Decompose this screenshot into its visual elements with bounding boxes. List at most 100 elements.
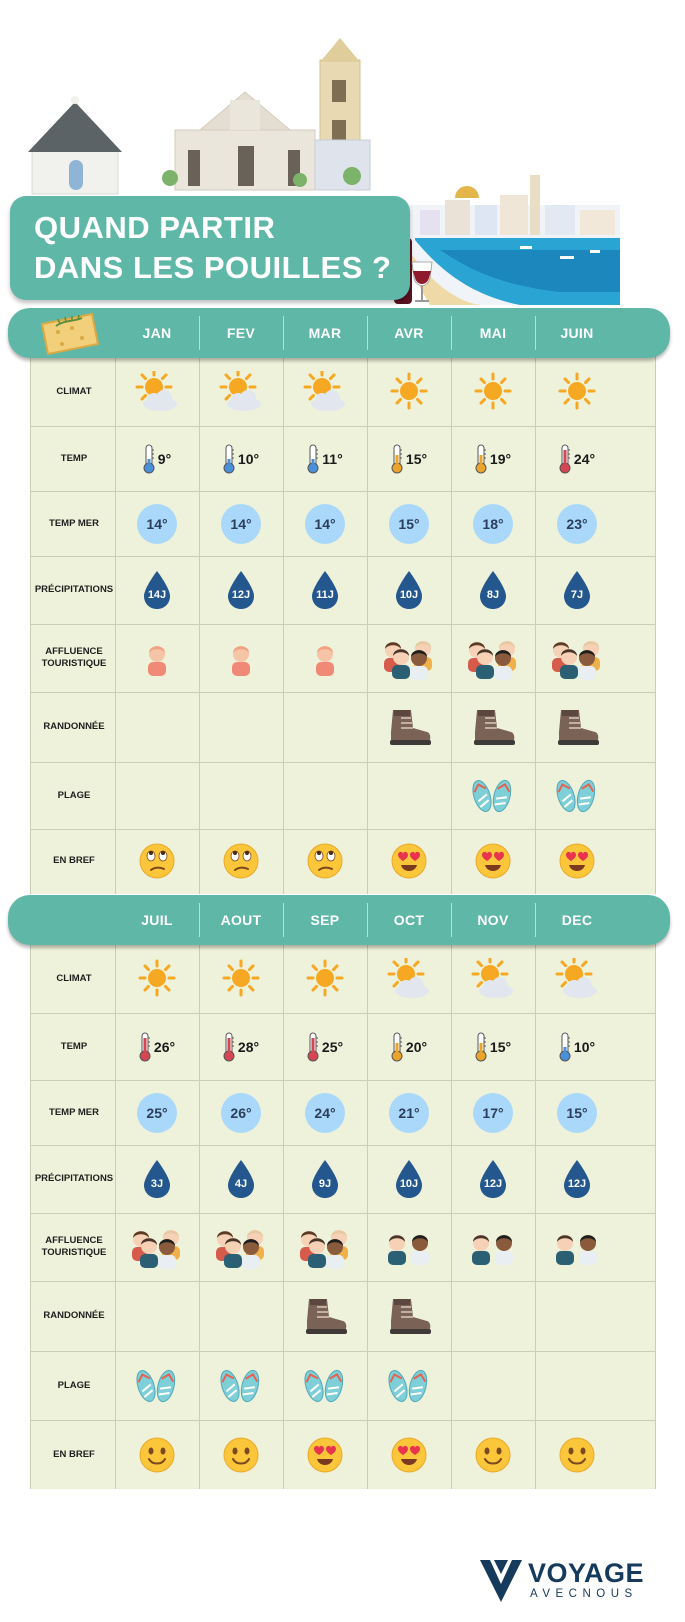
thermometer-icon [559,444,571,474]
precip-cell: 4J [199,1145,283,1213]
sea-cell: 14° [115,491,199,556]
grid-line [655,332,656,894]
temperature-value: 20° [405,1038,428,1055]
randonnee-cell [283,1281,367,1351]
row-label-plage: PLAGE [57,789,91,801]
thermometer-icon [391,444,403,474]
row-label-plage: PLAGE [57,1379,91,1391]
grid-line [30,332,31,894]
heart-eyes-emoji-icon [307,1437,343,1473]
thermometer-icon [475,444,487,474]
rain-days-value: 14J [147,589,167,601]
plage-cell [451,762,535,829]
sun-cloud-icon [302,371,348,413]
grid-line [367,919,368,1489]
climat-cell [451,358,535,426]
randonnee-cell [367,692,451,762]
bref-cell [451,829,535,892]
plage-cell [535,1351,619,1420]
affluence-cell [535,624,619,692]
smile-emoji-icon [223,1437,259,1473]
bref-cell [115,829,199,892]
plage-cell [115,1351,199,1420]
row-label-temp: TEMP [60,452,88,464]
temperature-value: 11° [322,450,343,467]
sea-temperature-badge: 14° [221,503,261,544]
row-label-climat: CLIMAT [56,973,92,984]
month-header-bar [8,308,670,358]
sun-cloud-icon [134,371,180,413]
sea-cell: 25° [115,1080,199,1145]
rain-days-value: 3J [150,1178,164,1190]
sea-temperature-badge: 15° [557,1092,597,1133]
grid-line [535,919,536,1489]
grid-line [199,919,200,1489]
temp-cell: 28° [199,1013,283,1080]
precip-cell: 10J [367,1145,451,1213]
randonnee-cell [115,692,199,762]
affluence-cell [367,624,451,692]
grid-line [367,332,368,894]
heart-eyes-emoji-icon [559,843,595,879]
precip-cell: 12J [535,1145,619,1213]
plage-cell [367,1351,451,1420]
row-label-sea: TEMP MER [49,1106,99,1118]
grid-line [451,919,452,1489]
flip-flops-icon [303,1364,347,1408]
month-divider [535,316,536,350]
temperature: 15° [391,444,427,474]
sea-cell: 18° [451,491,535,556]
smile-emoji-icon [139,1437,175,1473]
randonnee-cell [283,692,367,762]
bref-cell [283,829,367,892]
rain-drop-icon: 8J [477,569,509,611]
cathedral-icon [162,38,371,191]
puglia-scene-illustration [28,38,620,305]
grid-line [115,332,116,894]
rain-days-value: 7J [570,589,584,601]
tourist-crowd-icon [464,636,522,680]
climat-cell [283,945,367,1013]
flip-flops-icon [387,1364,431,1408]
title-banner: QUAND PARTIR DANS LES POUILLES ? [10,196,410,300]
sea-temperature-badge: 18° [473,503,513,544]
temperature: 9° [143,444,171,474]
tourist-crowd-icon [548,636,606,680]
rain-days-value: 12J [567,1178,587,1190]
row-separator [30,1351,655,1352]
row-label-precip: PRÉCIPITATIONS [34,584,114,595]
month-divider [367,903,368,937]
month-label-aout: AOUT [220,912,262,928]
randonnee-cell [535,1281,619,1351]
bref-cell [199,829,283,892]
temperature-value: 19° [489,450,512,467]
sea-cell: 17° [451,1080,535,1145]
heart-eyes-emoji-icon [475,843,511,879]
randonnee-cell [199,692,283,762]
rain-drop-icon: 7J [561,569,593,611]
coastal-town-icon [395,175,620,305]
affluence-cell [199,1213,283,1281]
temperature-value: 9° [157,450,172,467]
temp-cell: 15° [451,1013,535,1080]
temp-cell: 26° [115,1013,199,1080]
sea-cell: 15° [367,491,451,556]
affluence-cell [535,1213,619,1281]
temperature: 15° [475,1032,511,1062]
affluence-cell [115,624,199,692]
temp-cell: 19° [451,426,535,491]
row-separator [30,1420,655,1421]
thermometer-icon [475,1032,487,1062]
temperature-value: 26° [153,1038,176,1055]
temp-cell: 11° [283,426,367,491]
plage-cell [367,762,451,829]
month-label-dec: DEC [561,912,593,928]
sun-icon [218,958,264,1000]
sea-temperature-badge: 23° [557,503,597,544]
precip-cell: 12J [451,1145,535,1213]
temp-cell: 9° [115,426,199,491]
row-label-randonnee: RANDONNÉE [43,1310,105,1321]
sea-cell: 14° [199,491,283,556]
row-label-bref: EN BREF [53,854,95,866]
month-label-juin: JUIN [560,325,594,341]
